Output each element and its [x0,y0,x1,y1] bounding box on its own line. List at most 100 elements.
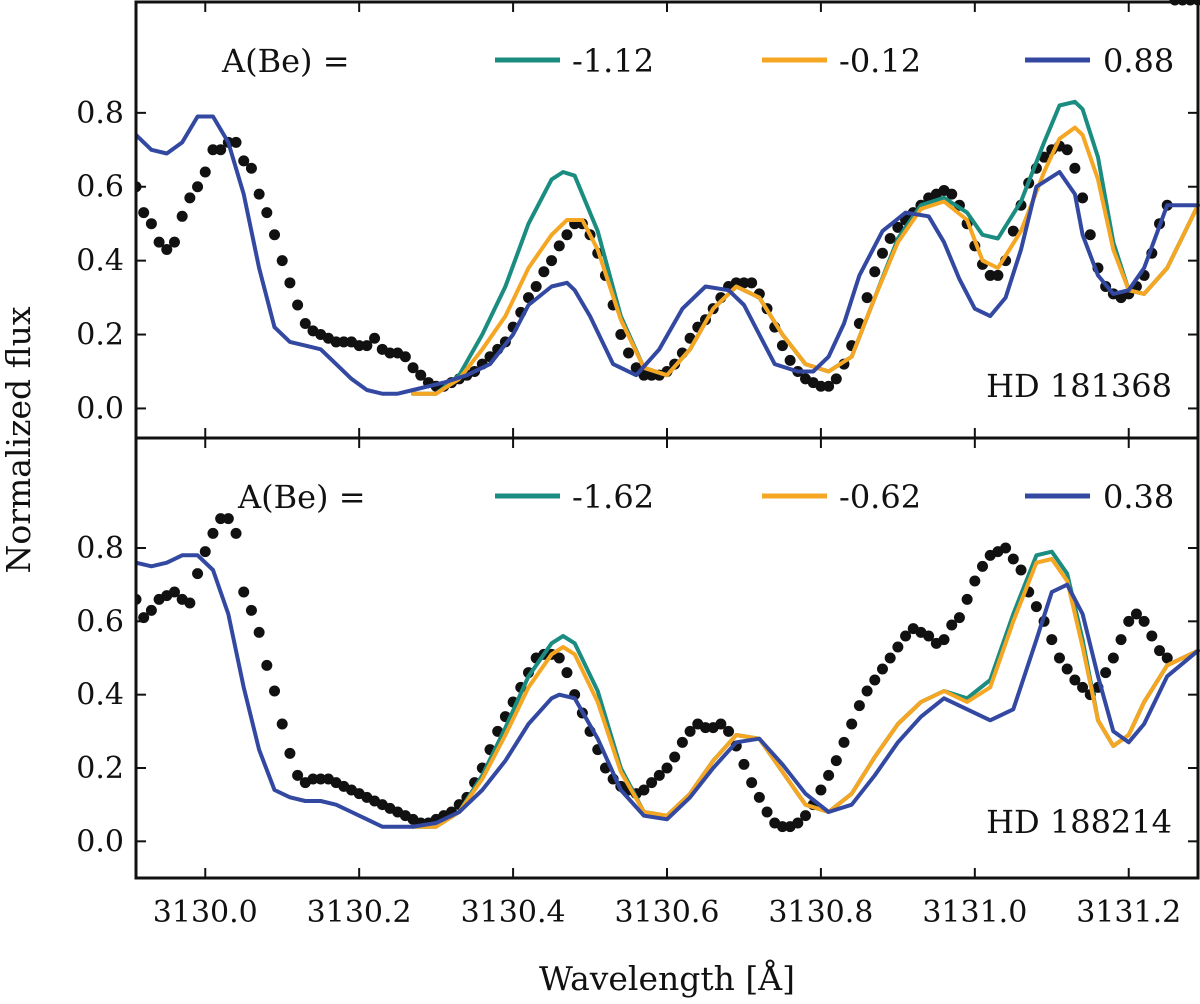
legend-label-bottom-1: -0.62 [839,478,921,516]
observed-point [407,362,419,374]
observed-point [992,269,1004,281]
observed-point [846,718,858,730]
observed-point [1053,652,1065,664]
model-line-top-0 [411,99,1200,396]
y-axis-label: Normalized flux [0,306,38,573]
observed-point [1146,630,1158,642]
observed-point [176,210,188,222]
observed-point [1061,144,1073,156]
observed-point [1084,229,1096,241]
panel-frame-bottom [134,436,1200,880]
observed-point [746,777,758,789]
observed-point [253,626,265,638]
observed-point [361,340,373,352]
observed-point [892,641,904,653]
observed-point [546,255,558,267]
observed-point [861,292,873,304]
observed-point [900,630,912,642]
observed-point [1154,645,1166,657]
observed-point [353,340,365,352]
observed-point [776,821,788,833]
observed-point [245,162,257,174]
legend-prefix-top: A(Be) = [221,42,350,80]
observed-point [761,806,773,818]
observed-point [145,604,157,616]
observed-point [776,340,788,352]
observed-points-hd-188214 [136,513,1173,833]
observed-point [984,269,996,281]
observed-point [830,373,842,385]
observed-point [215,513,227,525]
observed-point [946,619,958,631]
observed-point [969,575,981,587]
observed-point [1123,615,1135,627]
observed-point [684,725,696,737]
observed-point [1069,674,1081,686]
observed-point [230,136,242,148]
observed-point [1015,564,1027,576]
observed-point [1007,553,1019,565]
legend-label-top-1: -0.12 [839,42,921,80]
observed-point [730,277,742,289]
observed-point [869,674,881,686]
observed-point [199,166,211,178]
observed-point [261,659,273,671]
observed-point [145,218,157,230]
observed-point [669,751,681,763]
model-line-top-2 [136,114,1200,396]
observed-point [276,718,288,730]
observed-point [623,347,635,359]
legend-prefix-bottom: A(Be) = [237,478,366,516]
observed-point [699,722,711,734]
observed-point [923,630,935,642]
y-ticks-bottom: 0.0 0.2 0.4 0.6 0.8 [76,531,1198,859]
observed-point [292,299,304,311]
observed-point [184,192,196,204]
observed-point [168,236,180,248]
observed-point [615,329,627,341]
observed-point [284,747,296,759]
observed-point [884,232,896,244]
observed-point [838,736,850,748]
observed-point [884,652,896,664]
legend-label-bottom-0: -1.62 [572,478,654,516]
observed-point [561,229,573,241]
observed-point [1115,634,1127,646]
model-line-bottom-1 [411,557,1200,829]
observed-point [800,810,812,822]
x-axis-ticks: 3130.0 3130.2 3130.4 3130.6 3130.8 3131.0 3131… [153,895,1181,930]
observed-point [646,777,658,789]
observed-point [792,817,804,829]
x-tick-label-6: 3131.2 [1076,895,1181,930]
model-curves-hd-188214 [136,438,1200,878]
observed-point [369,332,381,344]
x-tick-label-0: 3130.0 [153,895,258,930]
observed-point [253,188,265,200]
observed-point [661,762,673,774]
model-line-top-1 [411,125,1200,396]
y-tick-label-top-1: 0.2 [76,318,124,353]
observed-point [307,773,319,785]
observed-point [553,652,565,664]
y-tick-label-bottom-2: 0.4 [76,678,124,713]
observed-point [207,527,219,539]
observed-point [222,513,234,525]
observed-point [823,769,835,781]
observed-point [853,700,865,712]
observed-point [753,791,765,803]
observed-point [815,380,827,392]
y-tick-label-top-0: 0.0 [76,391,124,426]
observed-point [1107,652,1119,664]
observed-point [1100,667,1112,679]
observed-point [1046,634,1058,646]
observed-point [292,769,304,781]
observed-point [399,351,411,363]
x-tick-label-1: 3130.2 [307,895,412,930]
observed-point [561,667,573,679]
observed-point [746,277,758,289]
observed-point [861,685,873,697]
observed-point [276,255,288,267]
observed-point [892,221,904,233]
observed-point [269,229,281,241]
